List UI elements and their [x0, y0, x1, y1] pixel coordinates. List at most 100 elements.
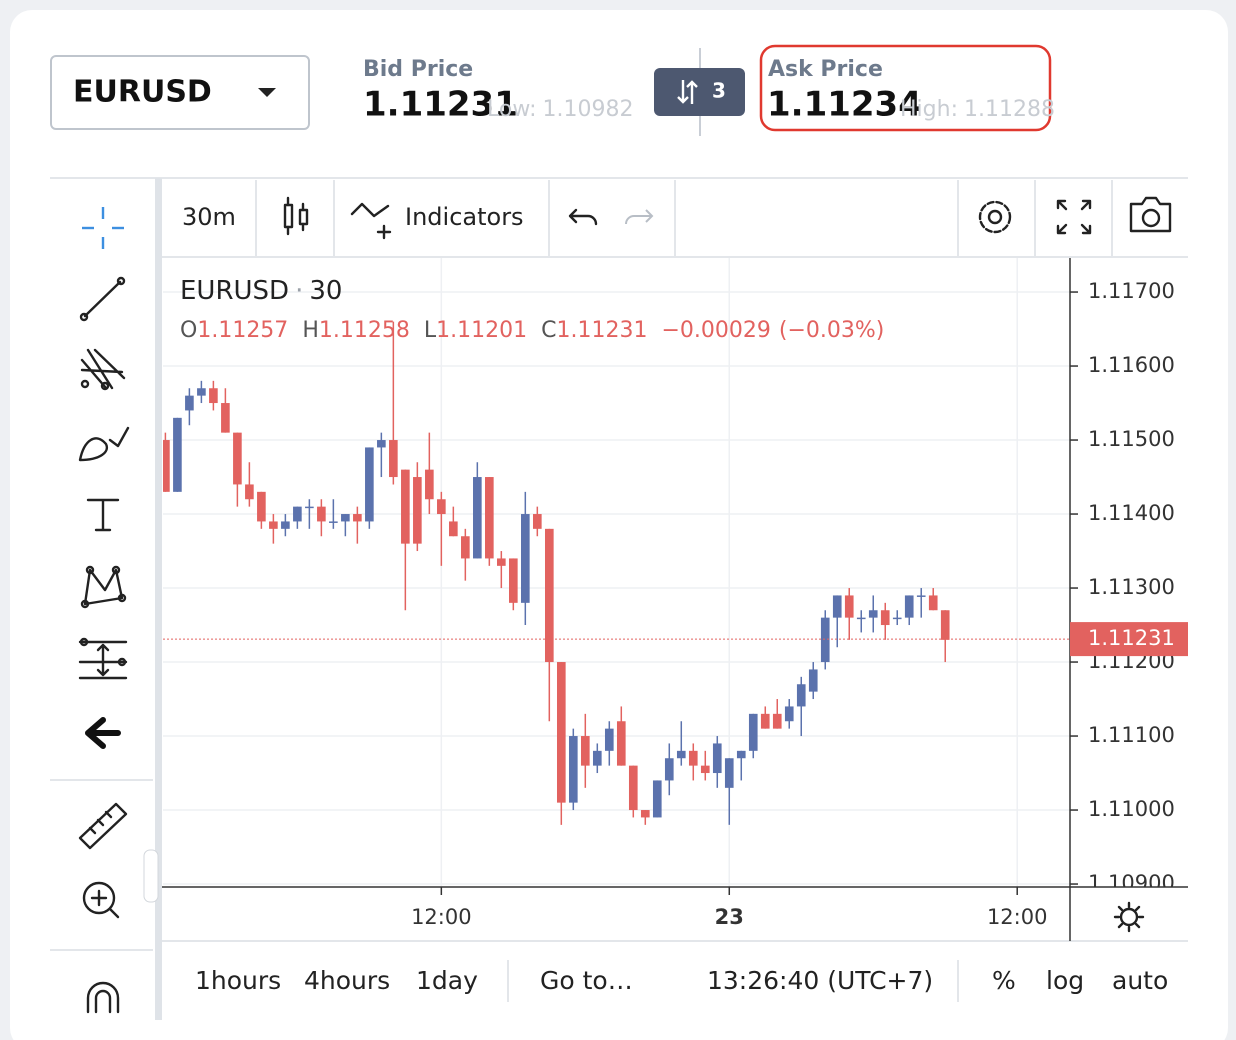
collapse-handle[interactable]	[143, 849, 159, 903]
zoom-tool[interactable]	[82, 881, 120, 919]
candle-body	[509, 558, 518, 603]
o-label: O	[180, 318, 197, 343]
x-tick-label: 12:00	[411, 905, 472, 929]
bid-price: 1.11231	[363, 85, 518, 125]
range-button[interactable]: 1hours	[195, 966, 281, 995]
pattern-tool[interactable]	[80, 565, 127, 609]
l-label: L	[424, 318, 437, 343]
ruler-tool[interactable]	[78, 802, 128, 850]
redo-button[interactable]	[625, 209, 654, 225]
candle-body	[688, 750, 698, 766]
magnet-tool[interactable]	[86, 981, 120, 1014]
symbol-select[interactable]	[50, 55, 310, 130]
candle-body	[233, 432, 242, 485]
toolbar-separator	[155, 178, 162, 1020]
candle-body	[497, 558, 506, 566]
candle-body	[305, 506, 314, 509]
candle-body	[916, 595, 926, 597]
goto-button[interactable]: Go to…	[540, 966, 633, 995]
chart-interval: 30	[309, 276, 342, 306]
candle-body	[940, 610, 950, 640]
change-pct: (−0.03%)	[779, 318, 885, 343]
c-value: 1.11231	[556, 318, 647, 343]
low: Low: 1.10982	[487, 97, 634, 122]
candle-body	[748, 713, 758, 751]
brush-tool[interactable]	[78, 426, 130, 462]
back-arrow[interactable]	[85, 717, 121, 749]
screenshot-button[interactable]	[1129, 196, 1172, 233]
candle-body	[928, 595, 938, 611]
candle-body	[293, 506, 302, 522]
candle-body	[712, 743, 722, 774]
high-label: High:	[900, 97, 958, 122]
candle-body	[521, 514, 530, 603]
candle-body	[163, 440, 170, 492]
candle-body	[401, 469, 410, 544]
prediction-tool[interactable]	[78, 637, 128, 680]
candle-body	[604, 728, 614, 751]
h-label: H	[302, 318, 319, 343]
chart-type-button[interactable]	[283, 196, 309, 236]
ask-price: 1.11234	[767, 85, 922, 125]
candle-body	[377, 440, 386, 448]
y-tick-label: 1.10900	[1088, 871, 1175, 895]
pitchfork-tool[interactable]	[80, 348, 126, 391]
candle-body	[820, 617, 830, 663]
candle-body	[485, 477, 494, 559]
swap-icon	[677, 80, 698, 104]
change: −0.00029	[661, 318, 770, 343]
candle-body	[856, 617, 866, 620]
swap-button[interactable]	[654, 68, 745, 116]
text-tool[interactable]	[86, 498, 120, 532]
low-label: Low:	[487, 97, 537, 122]
candle-body	[185, 395, 194, 411]
swap-count: 3	[712, 79, 726, 103]
y-tick-label: 1.11700	[1088, 279, 1175, 303]
symbol: EURUSD	[73, 75, 212, 110]
candles	[163, 321, 1070, 825]
candle-body	[449, 521, 458, 537]
candle-body	[592, 750, 602, 766]
candle-body	[473, 477, 482, 559]
y-tick-label: 1.11400	[1088, 501, 1175, 525]
candle-body	[628, 765, 638, 811]
dropdown-arrow	[258, 88, 276, 97]
candle-body	[461, 536, 470, 559]
percent-toggle[interactable]: %	[992, 966, 1016, 995]
candle-body	[281, 521, 290, 529]
candle-body	[760, 713, 770, 729]
undo-button[interactable]	[568, 208, 598, 226]
ohlc-legend: O1.11257 H1.11258 L1.11201 C1.11231 −0.00029…	[180, 318, 884, 343]
auto-toggle[interactable]: auto	[1112, 966, 1168, 995]
log-toggle[interactable]: log	[1046, 966, 1084, 995]
candle-body	[365, 447, 374, 522]
indicators-icon[interactable]	[350, 202, 392, 240]
card	[10, 10, 1228, 1040]
candle-body	[616, 721, 626, 766]
line-tool[interactable]	[79, 276, 126, 322]
ask-box[interactable]	[759, 44, 1052, 132]
fullscreen-button[interactable]	[1056, 199, 1092, 235]
chart-symbol: EURUSD	[180, 276, 289, 306]
range-button[interactable]: 1day	[416, 966, 478, 995]
y-tick-label: 1.11600	[1088, 353, 1175, 377]
candle-body	[556, 662, 566, 803]
range-button[interactable]: 4hours	[304, 966, 390, 995]
candle-body	[640, 810, 650, 818]
candle-body	[437, 499, 446, 515]
candle-body	[532, 514, 542, 529]
indicators-button[interactable]: Indicators	[405, 203, 524, 231]
ask-label: Ask Price	[768, 57, 883, 82]
chart-legend-title: EURUSD · 30	[180, 276, 342, 306]
settings-button[interactable]	[978, 200, 1012, 234]
h-value: 1.11258	[319, 318, 410, 343]
crosshair-tool[interactable]	[82, 207, 124, 249]
candle-body	[221, 403, 230, 433]
interval-button[interactable]: 30m	[182, 203, 236, 231]
separator-dot: ·	[295, 276, 303, 306]
candle-body	[784, 706, 794, 722]
candle-body	[341, 514, 350, 522]
axis-settings[interactable]	[1113, 901, 1145, 933]
candle-body	[844, 595, 854, 618]
